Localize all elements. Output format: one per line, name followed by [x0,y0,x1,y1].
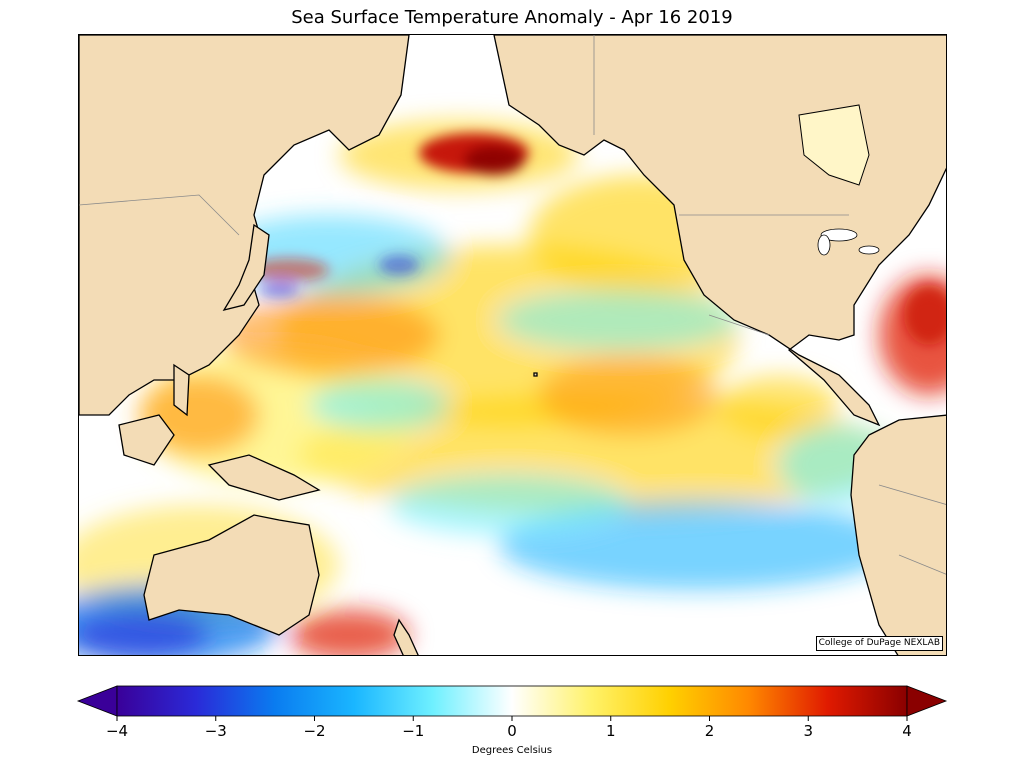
country-borders [79,35,946,575]
hudson-bay [798,104,870,186]
colorbar-tick-label: 2 [704,722,715,740]
credit-box: College of DuPage NEXLAB [815,636,943,651]
colorbar-label: Degrees Celsius [471,745,553,756]
great-lakes [817,228,880,256]
map-title: Sea Surface Temperature Anomaly - Apr 16… [291,7,733,28]
sst-map [79,35,946,655]
colorbar-extend-min [76,685,118,717]
borneo [118,414,175,466]
japan [222,223,270,312]
new-guinea [207,454,321,501]
colorbar-tick-label: 1 [605,722,616,740]
colorbar-gradient [116,685,908,717]
colorbar-tick-label: −4 [105,722,129,740]
colorbar-tick-label: 4 [902,722,912,740]
colorbar-tick-label: −2 [303,722,326,740]
colorbar-tick-label: 0 [507,722,517,740]
philippines [173,363,190,417]
colorbar-tick-label: −1 [402,722,425,740]
colorbar-tick-label: 3 [803,722,814,740]
colorbar-tick-label: −3 [204,722,227,740]
australia [143,514,320,636]
colorbar-extend-max [906,685,948,717]
map-area: College of DuPage NEXLAB [78,34,947,656]
hawaii [533,372,538,377]
anomaly-hotspots [249,133,946,345]
south-america [850,414,946,655]
new-zealand [393,618,419,655]
